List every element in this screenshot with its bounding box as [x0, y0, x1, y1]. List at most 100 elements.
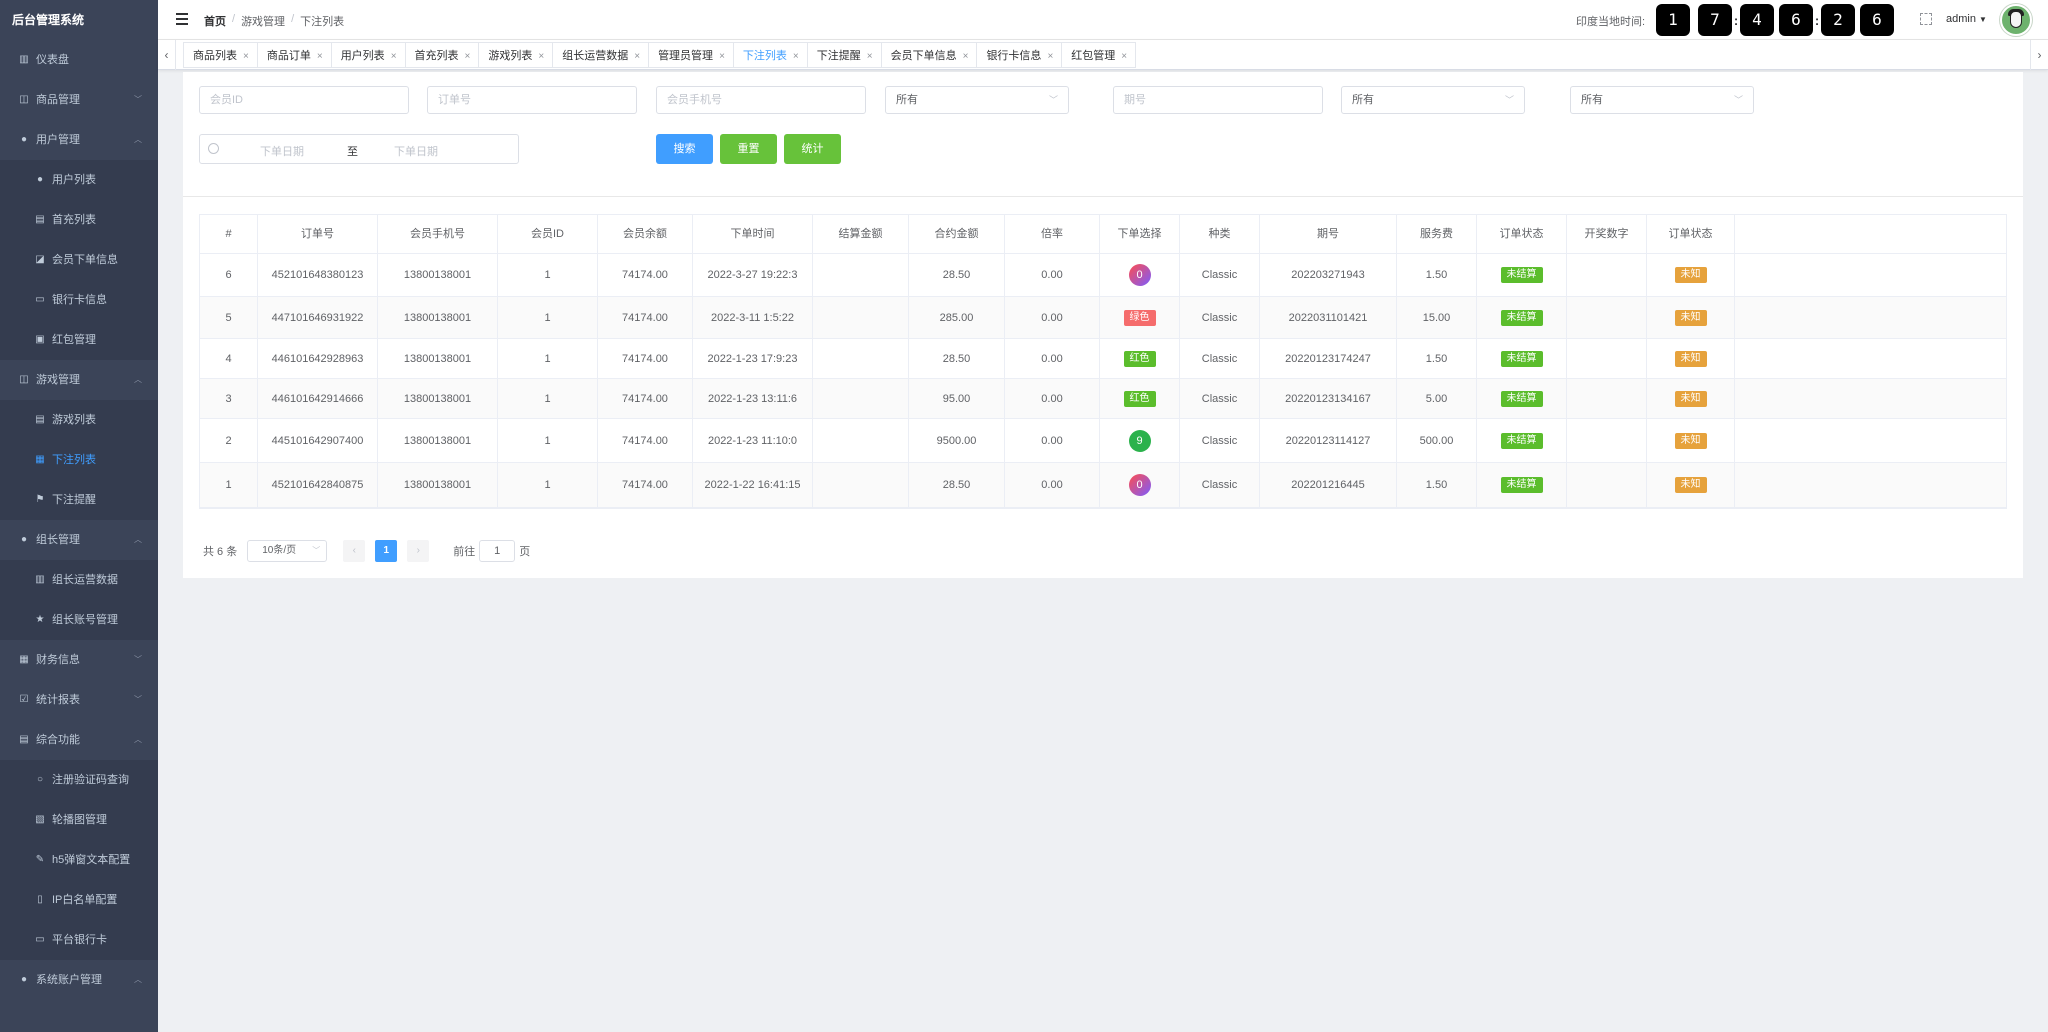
- table-cell: 500.00: [1397, 419, 1477, 462]
- tab-label: 商品列表: [193, 50, 237, 62]
- sidebar-item[interactable]: ● 系统账户管理 ︿: [0, 960, 158, 1000]
- sidebar-item[interactable]: ● 用户列表: [0, 160, 158, 200]
- table-cell: 74174.00: [598, 254, 693, 296]
- sidebar-item[interactable]: ▭ 平台银行卡: [0, 920, 158, 960]
- sidebar-item[interactable]: ◫ 商品管理 ﹀: [0, 80, 158, 120]
- sidebar-item[interactable]: ▤ 首充列表: [0, 200, 158, 240]
- clock-digit: 4: [1740, 4, 1774, 36]
- column-header: 会员余额: [598, 215, 693, 253]
- close-icon[interactable]: ×: [634, 51, 641, 62]
- tab[interactable]: 银行卡信息 ×: [976, 42, 1062, 68]
- member-id-input[interactable]: 会员ID: [199, 86, 409, 114]
- breadcrumb-home[interactable]: 首页: [204, 16, 226, 28]
- table-cell: 未知: [1647, 379, 1735, 418]
- fullscreen-icon[interactable]: [1920, 13, 1932, 25]
- chart-icon: ▥: [35, 574, 45, 585]
- sidebar-item[interactable]: ▦ 下注列表: [0, 440, 158, 480]
- tab[interactable]: 会员下单信息 ×: [880, 42, 977, 68]
- table-cell: 202201216445: [1260, 463, 1397, 507]
- table-cell: Classic: [1180, 463, 1260, 507]
- sidebar-item[interactable]: ▤ 游戏列表: [0, 400, 158, 440]
- sidebar-item[interactable]: ☑ 统计报表 ﹀: [0, 680, 158, 720]
- sidebar-item[interactable]: ▭ 银行卡信息: [0, 280, 158, 320]
- avatar[interactable]: [2000, 4, 2032, 36]
- sidebar-item[interactable]: ▯ IP白名单配置: [0, 880, 158, 920]
- table-cell: 1: [498, 419, 598, 462]
- order-no-input[interactable]: 订单号: [427, 86, 637, 114]
- clock-digit: 2: [1821, 4, 1855, 36]
- date-end-input[interactable]: 下单日期: [394, 146, 438, 158]
- tab[interactable]: 下注列表 ×: [732, 42, 807, 68]
- table-cell: Classic: [1180, 339, 1260, 378]
- table-cell: 2022-1-22 16:41:15: [693, 463, 813, 507]
- page-size-select[interactable]: 10条/页 ﹀: [247, 540, 328, 562]
- sidebar-item[interactable]: ▥ 仪表盘: [0, 40, 158, 80]
- table-cell: Classic: [1180, 254, 1260, 296]
- sidebar-item[interactable]: ◪ 会员下单信息: [0, 240, 158, 280]
- tab[interactable]: 商品列表 ×: [183, 42, 257, 68]
- phone-input[interactable]: 会员手机号: [656, 86, 866, 114]
- tab[interactable]: 组长运营数据 ×: [552, 42, 649, 68]
- status-select[interactable]: 所有 ﹀: [1570, 86, 1754, 114]
- date-start-input[interactable]: 下单日期: [260, 146, 304, 158]
- next-page-icon[interactable]: ›: [407, 540, 430, 562]
- table-cell: 28.50: [909, 339, 1005, 378]
- sidebar-item[interactable]: ▧ 轮播图管理: [0, 800, 158, 840]
- sidebar-item[interactable]: ✎ h5弹窗文本配置: [0, 840, 158, 880]
- sidebar-item[interactable]: ⚑ 下注提醒: [0, 480, 158, 520]
- date-range-picker[interactable]: 下单日期 至 下单日期: [199, 134, 519, 164]
- table-cell: [813, 339, 909, 378]
- table-cell: 0: [1100, 463, 1180, 507]
- sidebar-item[interactable]: ▥ 组长运营数据: [0, 560, 158, 600]
- tab[interactable]: 下注提醒 ×: [806, 42, 881, 68]
- close-icon[interactable]: ×: [464, 51, 471, 62]
- close-icon[interactable]: ×: [1047, 51, 1054, 62]
- close-icon[interactable]: ×: [390, 51, 397, 62]
- close-icon[interactable]: ×: [1121, 51, 1128, 62]
- sidebar-item[interactable]: ▣ 红包管理: [0, 320, 158, 360]
- tab[interactable]: 商品订单 ×: [256, 42, 331, 68]
- close-icon[interactable]: ×: [719, 51, 725, 62]
- close-icon[interactable]: ×: [792, 51, 799, 62]
- stats-button[interactable]: 统计: [784, 134, 841, 164]
- kind-select[interactable]: 所有 ﹀: [1341, 86, 1525, 114]
- reset-button[interactable]: 重置: [720, 134, 777, 164]
- tab[interactable]: 游戏列表 ×: [478, 42, 553, 68]
- prev-page-icon[interactable]: ‹: [343, 540, 366, 562]
- search-button[interactable]: 搜索: [656, 134, 713, 164]
- table-cell: 13800138001: [378, 463, 498, 507]
- close-icon[interactable]: ×: [866, 51, 873, 62]
- tabs-scroll-right-icon[interactable]: ›: [2030, 40, 2048, 70]
- table-cell: 0.00: [1005, 254, 1100, 296]
- sidebar-item[interactable]: ● 用户管理 ︿: [0, 120, 158, 160]
- close-icon[interactable]: ×: [243, 51, 249, 62]
- sidebar-item[interactable]: ○ 注册验证码查询: [0, 760, 158, 800]
- chevron-icon: ﹀: [134, 655, 142, 664]
- tab[interactable]: 首充列表 ×: [404, 42, 479, 68]
- sidebar-item[interactable]: ★ 组长账号管理: [0, 600, 158, 640]
- user-menu[interactable]: admin ▼: [1946, 13, 1987, 25]
- tabs: 商品列表 × 商品订单 × 用户列表 × 首充列表 × 游戏列表 × 组长运营数据 × 管理员管理 × 下注…: [183, 42, 1137, 68]
- clock-icon: [208, 143, 219, 154]
- close-icon[interactable]: ×: [316, 51, 323, 62]
- table-cell: 未结算: [1477, 254, 1567, 296]
- table-cell: 1: [200, 463, 258, 507]
- choice-select[interactable]: 所有 ﹀: [885, 86, 1069, 114]
- page-suffix: 页: [519, 546, 531, 558]
- tab[interactable]: 红包管理 ×: [1061, 42, 1137, 68]
- tab[interactable]: 管理员管理 ×: [648, 42, 733, 68]
- goto-page-input[interactable]: 1: [479, 540, 516, 562]
- tabs-scroll-left-icon[interactable]: ‹: [158, 40, 176, 70]
- sidebar-item[interactable]: ▤ 综合功能 ︿: [0, 720, 158, 760]
- close-icon[interactable]: ×: [962, 51, 969, 62]
- close-icon[interactable]: ×: [538, 51, 545, 62]
- sidebar-item[interactable]: ● 组长管理 ︿: [0, 520, 158, 560]
- page-number[interactable]: 1: [375, 540, 398, 562]
- tab[interactable]: 用户列表 ×: [330, 42, 405, 68]
- menu-toggle-icon[interactable]: [176, 13, 188, 25]
- period-input[interactable]: 期号: [1113, 86, 1323, 114]
- sidebar-item[interactable]: ◫ 游戏管理 ︿: [0, 360, 158, 400]
- table-cell: 13800138001: [378, 339, 498, 378]
- sidebar-item[interactable]: ▦ 财务信息 ﹀: [0, 640, 158, 680]
- sidebar-item-label: 会员下单信息: [52, 254, 118, 266]
